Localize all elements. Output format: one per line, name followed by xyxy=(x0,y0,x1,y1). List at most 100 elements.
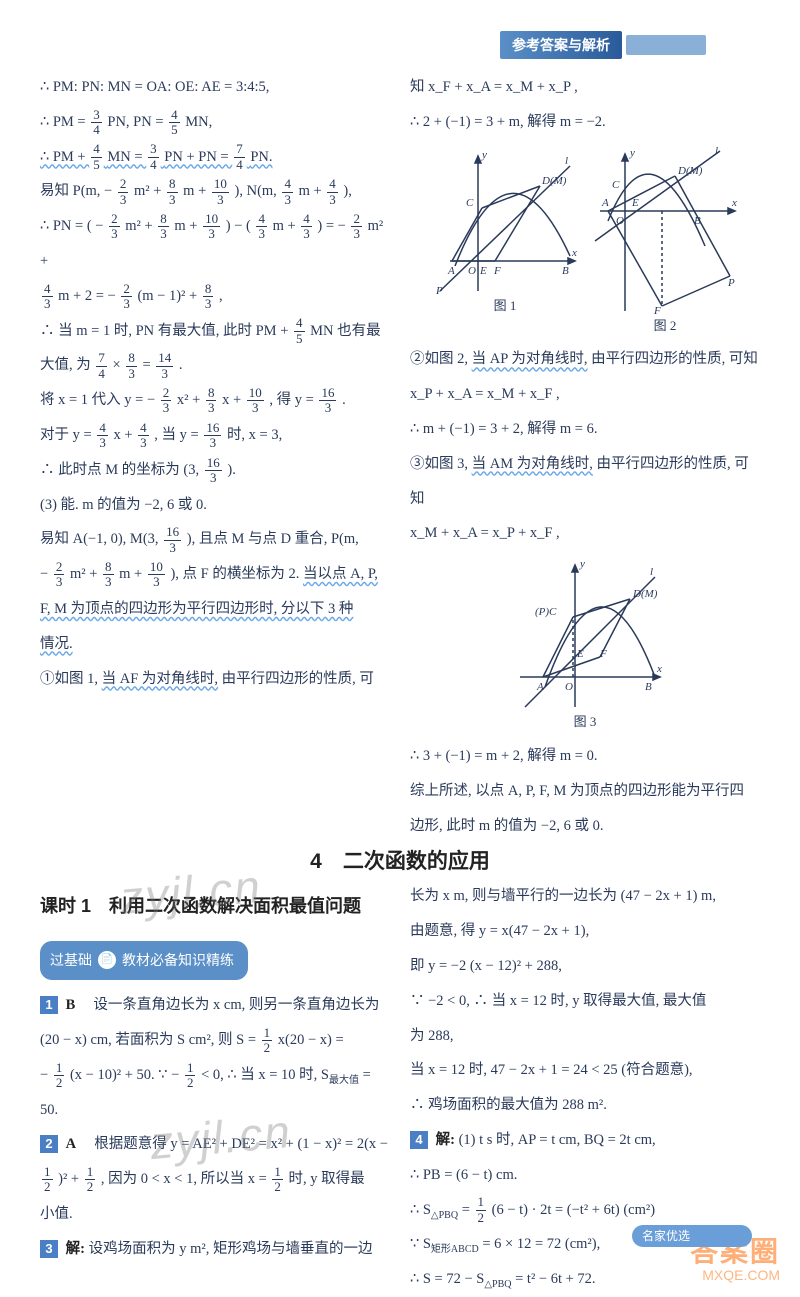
lr-p1: 长为 x m, 则与墙平行的一边长为 (47 − 2x + 1) m, xyxy=(410,879,760,914)
figure-1-box: yl D(M)C AE FB Ox P 图 1 xyxy=(430,146,580,337)
lesson-1-title: 课时 1 利用二次函数解决面积最值问题 xyxy=(40,885,390,928)
left-column: ∴ PM: PN: MN = OA: OE: AE = 3:4:5, ∴ PM … xyxy=(40,70,390,843)
band-right-text: 教材必备知识精练 xyxy=(122,944,234,978)
page-number-pill: 名家优选 xyxy=(632,1225,752,1247)
svg-text:P: P xyxy=(727,277,735,289)
lr-p6: 当 x = 12 时, 47 − 2x + 1 = 24 < 25 (符合题意)… xyxy=(410,1053,760,1088)
svg-text:l: l xyxy=(650,566,653,578)
left-p12: (3) 能. m 的值为 −2, 6 或 0. xyxy=(40,488,390,523)
svg-text:A: A xyxy=(536,681,544,693)
header-tail-decoration xyxy=(626,35,706,55)
figure-2-diagram: y l D(M) C A E B O x F P xyxy=(590,146,740,316)
q4-line1: 4 解: (1) t s 时, AP = t cm, BQ = 2t cm, xyxy=(410,1123,760,1158)
q2-line2: 12 )² + 12 , 因为 0 < x < 1, 所以当 x = 12 时,… xyxy=(40,1162,390,1197)
q4-line3: ∴ S△PBQ = 12 (6 − t) · 2t = (−t² + 6t) (… xyxy=(410,1193,760,1228)
left-p3: ∴ PM + 45 MN = 34 PN + PN = 74 PN. xyxy=(40,140,390,175)
left-p14: − 23 m² + 83 m + 103 ), 点 F 的横坐标为 2. 当以点… xyxy=(40,557,390,592)
svg-text:F: F xyxy=(653,305,661,316)
svg-text:D(M): D(M) xyxy=(541,175,567,187)
lr-p3: 即 y = −2 (x − 12)² + 288, xyxy=(410,949,760,984)
q4-line2: ∴ PB = (6 − t) cm. xyxy=(410,1158,760,1193)
q2-answer: A xyxy=(66,1136,76,1152)
svg-text:x: x xyxy=(656,663,662,675)
q1-numbox: 1 xyxy=(40,996,58,1014)
svg-text:P: P xyxy=(435,285,443,296)
svg-text:F: F xyxy=(599,648,607,660)
svg-text:y: y xyxy=(629,147,635,159)
left-p17: ①如图 1, 当 AF 为对角线时, 由平行四边形的性质, 可 xyxy=(40,662,390,697)
q1-line3: − 12 (x − 10)² + 50. ∵ − 12 < 0, ∴ 当 x =… xyxy=(40,1058,390,1128)
main-columns: ∴ PM: PN: MN = OA: OE: AE = 3:4:5, ∴ PM … xyxy=(40,70,760,843)
svg-text:D(M): D(M) xyxy=(632,588,658,600)
q1-line1: 1 B 设一条直角边长为 x cm, 则另一条直角边长为 xyxy=(40,988,390,1023)
right-p9: 综上所述, 以点 A, P, F, M 为顶点的四边形能为平行四 xyxy=(410,774,760,809)
svg-text:E: E xyxy=(576,648,584,660)
section-4-title: 4 二次函数的应用 xyxy=(40,845,760,875)
svg-text:B: B xyxy=(645,681,652,693)
corner-mark-sub: MXQE.COM xyxy=(702,1267,780,1283)
page: 参考答案与解析 ∴ PM: PN: MN = OA: OE: AE = 3:4:… xyxy=(0,0,800,1285)
figure-3-caption: 图 3 xyxy=(505,712,665,733)
right-p10: 边形, 此时 m 的值为 −2, 6 或 0. xyxy=(410,809,760,844)
figure-3-box: y l D(M) (P)C E F A B Ox 图 3 xyxy=(505,557,665,733)
svg-text:A: A xyxy=(447,265,455,277)
lr-p2: 由题意, 得 y = x(47 − 2x + 1), xyxy=(410,914,760,949)
right-column: 知 x_F + x_A = x_M + x_P , ∴ 2 + (−1) = 3… xyxy=(410,70,760,843)
lr-p4: ∵ −2 < 0, ∴ 当 x = 12 时, y 取得最大值, 最大值 xyxy=(410,984,760,1019)
header-title: 参考答案与解析 xyxy=(500,31,622,59)
left-p4: 易知 P(m, − 23 m² + 83 m + 103 ), N(m, 43 … xyxy=(40,174,390,209)
svg-text:C: C xyxy=(466,197,474,209)
svg-text:y: y xyxy=(579,558,585,570)
right-p6: ③如图 3, 当 AM 为对角线时, 由平行四边形的性质, 可知 xyxy=(410,447,760,517)
left-p6: 43 m + 2 = − 23 (m − 1)² + 83 , xyxy=(40,279,390,314)
figure-row-3: y l D(M) (P)C E F A B Ox 图 3 xyxy=(410,557,760,733)
lr-p7: ∴ 鸡场面积的最大值为 288 m². xyxy=(410,1088,760,1123)
left-p16: 情况. xyxy=(40,627,390,662)
svg-text:B: B xyxy=(694,215,701,227)
header-bar: 参考答案与解析 xyxy=(500,30,800,60)
right-p4: x_P + x_A = x_M + x_F , xyxy=(410,377,760,412)
right-p2: ∴ 2 + (−1) = 3 + m, 解得 m = −2. xyxy=(410,105,760,140)
right-p3: ②如图 2, 当 AP 为对角线时, 由平行四边形的性质, 可知 xyxy=(410,342,760,377)
q1-answer: B xyxy=(66,997,76,1013)
lower-left-column: 课时 1 利用二次函数解决面积最值问题 过基础 📄 教材必备知识精练 1 B 设… xyxy=(40,879,390,1297)
right-p5: ∴ m + (−1) = 3 + 2, 解得 m = 6. xyxy=(410,412,760,447)
svg-text:F: F xyxy=(493,265,501,277)
q2-line3: 小值. xyxy=(40,1197,390,1232)
left-p15: F, M 为顶点的四边形为平行四边形时, 分以下 3 种 xyxy=(40,592,390,627)
q4-answer: 解: xyxy=(436,1132,455,1148)
svg-text:x: x xyxy=(571,247,577,259)
right-p7: x_M + x_A = x_P + x_F , xyxy=(410,516,760,551)
figure-1-diagram: yl D(M)C AE FB Ox P xyxy=(430,146,580,296)
band-icon: 📄 xyxy=(98,951,116,969)
q1-line2: (20 − x) cm, 若面积为 S cm², 则 S = 12 x(20 −… xyxy=(40,1023,390,1058)
left-p5: ∴ PN = ( − 23 m² + 83 m + 103 ) − ( 43 m… xyxy=(40,209,390,279)
svg-text:y: y xyxy=(481,149,487,161)
band-left-text: 过基础 xyxy=(50,944,92,978)
svg-text:A: A xyxy=(601,197,609,209)
q3-numbox: 3 xyxy=(40,1240,58,1258)
left-p1: ∴ PM: PN: MN = OA: OE: AE = 3:4:5, xyxy=(40,70,390,105)
svg-text:E: E xyxy=(479,265,487,277)
svg-text:l: l xyxy=(565,155,568,167)
svg-text:O: O xyxy=(565,681,573,693)
right-p1: 知 x_F + x_A = x_M + x_P , xyxy=(410,70,760,105)
q4-numbox: 4 xyxy=(410,1131,428,1149)
svg-text:(P)C: (P)C xyxy=(535,606,557,618)
q2-numbox: 2 xyxy=(40,1135,58,1153)
q3-line1: 3 解: 设鸡场面积为 y m², 矩形鸡场与墙垂直的一边 xyxy=(40,1232,390,1267)
svg-text:C: C xyxy=(612,179,620,191)
left-p11: ∴ 此时点 M 的坐标为 (3, 163 ). xyxy=(40,453,390,488)
svg-text:l: l xyxy=(715,146,718,157)
left-p2: ∴ PM = 34 PN, PN = 45 MN, xyxy=(40,105,390,140)
left-p10: 对于 y = 43 x + 43 , 当 y = 163 时, x = 3, xyxy=(40,418,390,453)
figure-1-caption: 图 1 xyxy=(430,296,580,317)
q3-answer: 解: xyxy=(66,1241,85,1257)
svg-text:D(M): D(M) xyxy=(677,165,703,177)
svg-text:x: x xyxy=(731,197,737,209)
q2-line1: 2 A 根据题意得 y = AE² + DE² = x² + (1 − x)² … xyxy=(40,1127,390,1162)
section-band: 过基础 📄 教材必备知识精练 xyxy=(40,941,248,981)
svg-text:O: O xyxy=(616,215,624,227)
svg-text:E: E xyxy=(631,197,639,209)
figure-3-diagram: y l D(M) (P)C E F A B Ox xyxy=(505,557,665,712)
